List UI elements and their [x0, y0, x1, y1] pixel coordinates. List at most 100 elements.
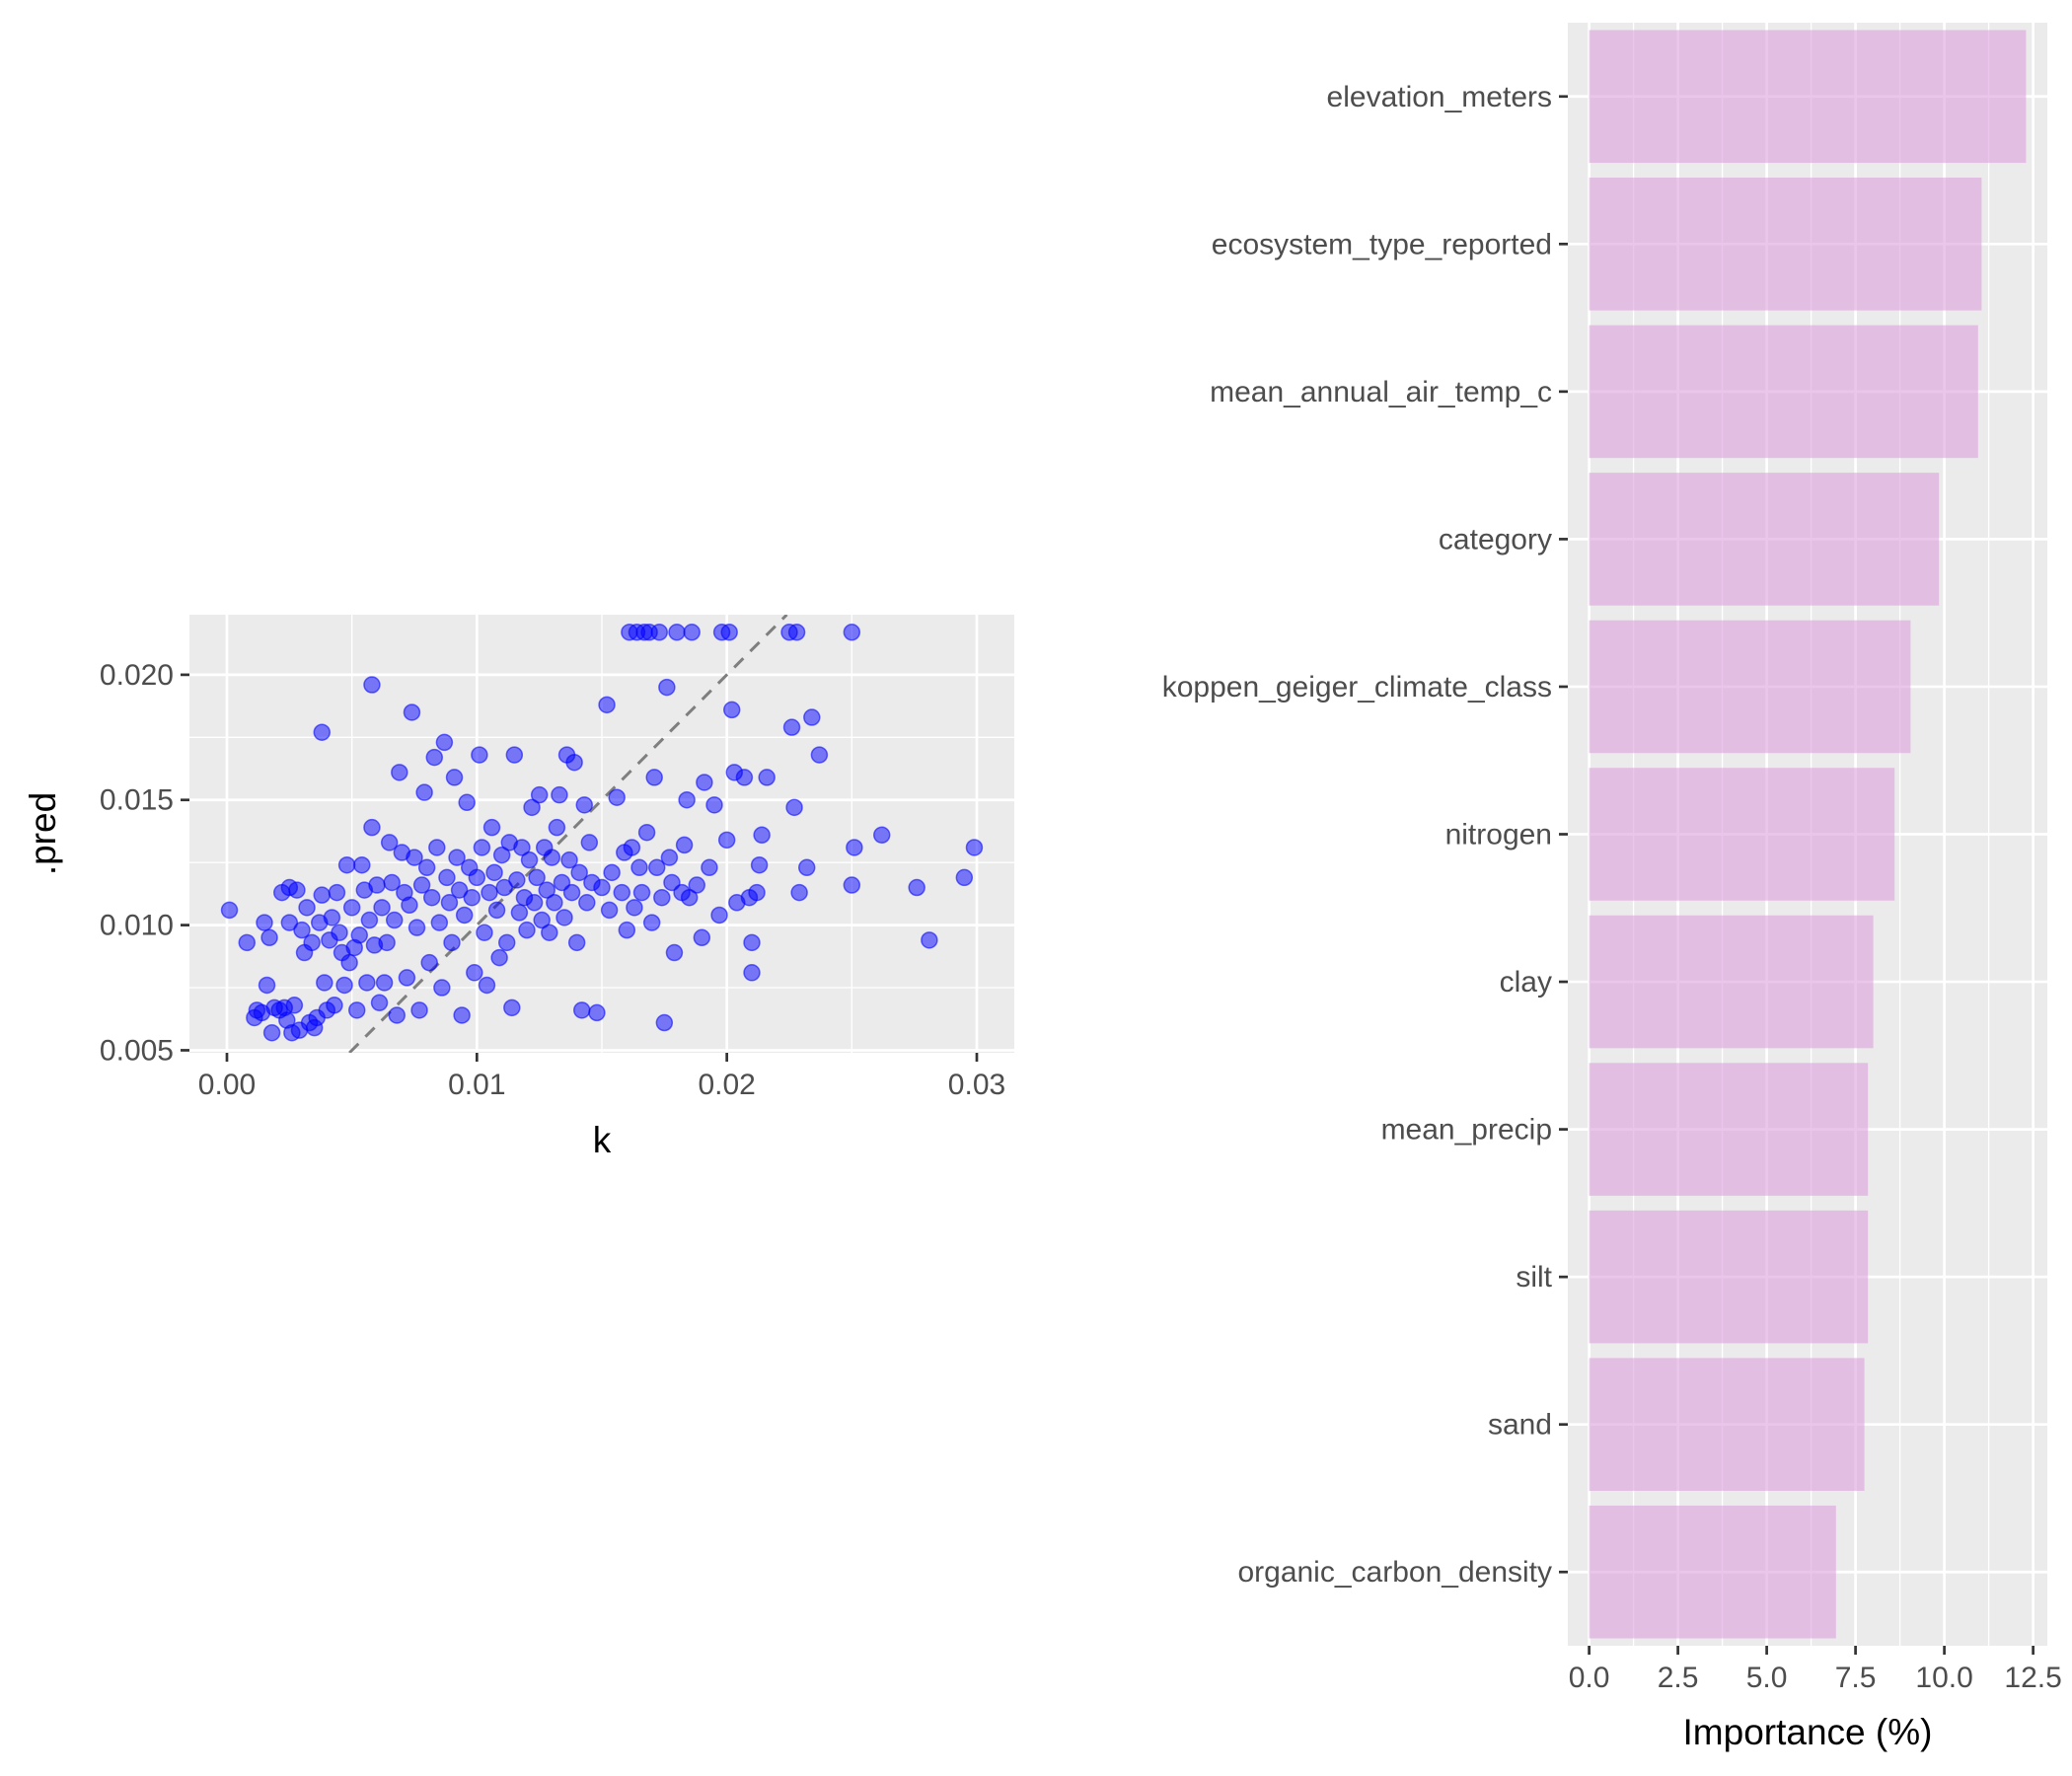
scatter-point [683, 624, 701, 641]
scatter-point [258, 976, 276, 995]
scatter-point [642, 914, 661, 931]
scatter-points [220, 624, 984, 1042]
scatter-point [293, 921, 311, 939]
identity-reference-line [348, 615, 788, 1053]
scatter-point [262, 1023, 281, 1042]
scatter-point [445, 769, 464, 786]
scatter-point [710, 906, 728, 925]
scatter-point [548, 818, 566, 837]
scatter-point [608, 788, 626, 806]
scatter-point [705, 796, 723, 814]
bar-category-label: ecosystem_type_reported [1212, 228, 1552, 260]
scatter-point [782, 718, 801, 736]
scatter-point [647, 858, 666, 877]
scatter-point [637, 823, 656, 842]
importance-bar-chart: elevation_meters ecosystem_type_reportedm… [1162, 23, 2062, 1752]
scatter-point [688, 876, 706, 894]
scatter-point [810, 746, 829, 764]
scatter-point [908, 878, 925, 897]
scatter-point [388, 1006, 407, 1024]
importance-bar [1589, 1063, 1869, 1196]
bar-category-label: silt [1516, 1261, 1552, 1294]
scatter-point [743, 964, 761, 982]
scatter-y-tick-label: 0.020 [100, 659, 174, 692]
scatter-point [618, 921, 636, 939]
scatter-x-tick-label: 0.00 [198, 1069, 256, 1101]
scatter-point [546, 894, 563, 912]
scatter-point [438, 868, 456, 887]
scatter-point [513, 839, 531, 856]
scatter-point [260, 928, 278, 947]
scatter-point [572, 1001, 591, 1019]
importance-bar [1589, 1210, 1869, 1344]
scatter-point [588, 1003, 606, 1022]
bar-category-label: clay [1500, 966, 1552, 999]
scatter-point [238, 933, 257, 952]
scatter-point [753, 826, 771, 845]
scatter-point [495, 878, 513, 897]
scatter-point [790, 883, 808, 902]
scatter-point [313, 723, 332, 741]
bar-category-label: sand [1488, 1409, 1552, 1442]
scatter-point [347, 1001, 366, 1019]
scatter-point [448, 849, 466, 866]
scatter-point [653, 888, 671, 907]
importance-bar [1589, 178, 1982, 311]
scatter-point [665, 943, 684, 962]
scatter-point [490, 948, 508, 967]
scatter-point [403, 703, 421, 721]
scatter-point [503, 999, 521, 1017]
scatter-point [358, 974, 376, 992]
scatter-point [722, 701, 741, 719]
scatter-point [717, 831, 736, 850]
scatter-x-tick-label: 0.03 [948, 1069, 1005, 1101]
scatter-point [373, 899, 391, 917]
scatter-point [476, 924, 493, 941]
scatter-point [743, 933, 761, 952]
scatter-point [748, 883, 766, 902]
scatter-point [430, 914, 449, 931]
scatter-point [575, 796, 594, 814]
scatter-y-tick-label: 0.005 [100, 1034, 174, 1067]
scatter-point [530, 785, 549, 804]
bar-marks [1589, 30, 2027, 1639]
scatter-point [598, 696, 616, 714]
scatter-point [613, 883, 631, 902]
bar-x-tick-label: 10.0 [1915, 1662, 1972, 1694]
scatter-point [551, 785, 568, 804]
scatter-point [450, 881, 469, 899]
scatter-point [417, 858, 436, 877]
importance-bar [1589, 30, 2027, 164]
scatter-point [407, 919, 426, 936]
scatter-point [482, 818, 501, 837]
scatter-point [458, 793, 476, 812]
scatter-point [797, 858, 816, 877]
bar-category-label: category [1439, 523, 1552, 555]
scatter-point [555, 909, 573, 926]
importance-bar [1589, 473, 1940, 606]
scatter-point [562, 883, 581, 902]
scatter-point [787, 624, 806, 641]
scatter-point [340, 953, 358, 972]
scatter-point [468, 868, 486, 887]
scatter-point [720, 624, 738, 641]
scatter-point [525, 894, 544, 912]
scatter-point [600, 901, 619, 920]
scatter-point [285, 997, 304, 1014]
scatter-x-tick-label: 0.02 [698, 1069, 755, 1101]
scatter-point [520, 851, 539, 869]
scatter-point [313, 886, 332, 904]
scatter-point [220, 901, 239, 920]
scatter-point [603, 863, 621, 882]
scatter-point [256, 914, 273, 931]
scatter-point [342, 899, 361, 917]
scatter-point [965, 839, 984, 856]
scatter-point [337, 855, 356, 874]
scatter-point [433, 979, 451, 997]
scatter-point [383, 873, 401, 892]
scatter-point [658, 678, 676, 697]
scatter-point [668, 624, 686, 641]
scatter-point [655, 1013, 674, 1032]
scatter-point [758, 769, 776, 786]
